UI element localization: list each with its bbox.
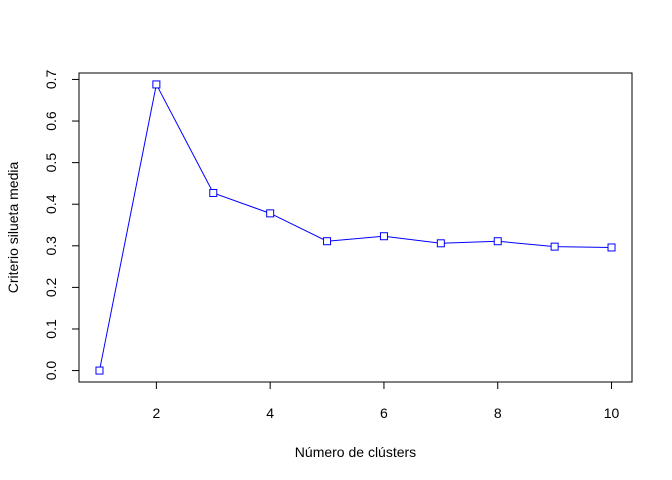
x-tick-label: 6 — [380, 405, 388, 421]
series-line — [98, 82, 612, 371]
data-point — [95, 366, 104, 375]
x-tick-label: 10 — [604, 405, 620, 421]
y-axis: 0.0 0.1 0.2 0.3 0.4 0.5 0.6 0.7 — [43, 70, 80, 381]
y-tick-label: 0.5 — [43, 153, 59, 173]
x-tick-label: 8 — [494, 405, 502, 421]
y-tick-label: 0.2 — [43, 277, 59, 297]
x-axis-title: Número de clústers — [295, 444, 416, 460]
data-point — [550, 242, 559, 251]
x-tick-label: 4 — [266, 405, 274, 421]
data-point — [379, 232, 388, 241]
x-tick-label: 2 — [152, 405, 160, 421]
y-tick-label: 0.6 — [43, 111, 59, 131]
data-point — [266, 209, 275, 218]
y-tick-label: 0.3 — [43, 236, 59, 256]
y-axis-title: Criterio silueta media — [5, 162, 21, 294]
data-point — [436, 239, 445, 248]
y-tick-label: 0.1 — [43, 319, 59, 339]
data-point — [152, 80, 161, 89]
data-point — [209, 188, 218, 197]
y-tick-label: 0.0 — [43, 361, 59, 381]
series-layer — [95, 80, 616, 375]
data-point — [323, 237, 332, 246]
y-tick-label: 0.4 — [43, 194, 59, 214]
y-tick-label: 0.7 — [43, 70, 59, 90]
data-point — [607, 243, 616, 252]
x-axis: 2 4 6 8 10 — [152, 381, 620, 421]
data-point — [493, 237, 502, 246]
